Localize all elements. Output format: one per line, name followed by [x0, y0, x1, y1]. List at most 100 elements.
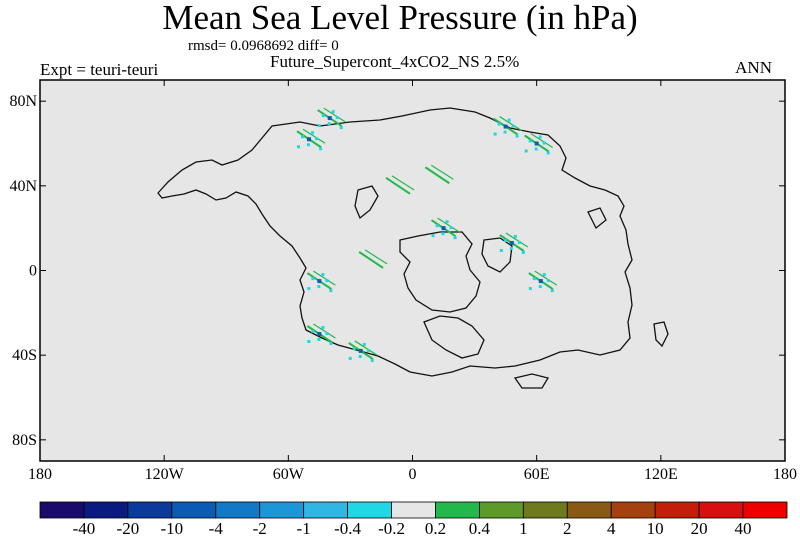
contour-negative-core [509, 240, 514, 245]
difference-feature [424, 164, 454, 185]
contour-negative [449, 226, 453, 230]
contour-negative [509, 246, 513, 250]
difference-feature [493, 116, 522, 138]
contour-negative-core [538, 279, 543, 284]
contour-negative [431, 234, 435, 238]
contour-negative-core [358, 348, 363, 353]
contour-negative [441, 232, 445, 236]
contour-negative [331, 110, 335, 114]
contour-negative [521, 250, 525, 254]
contour-positive [364, 249, 388, 265]
contour-negative [311, 330, 315, 333]
contour-negative [317, 124, 321, 128]
y-axis-ticks: 80N 40N 0 40S 80S [9, 93, 785, 449]
colorbar-swatch [215, 501, 261, 519]
rmsd-stats: rmsd= 0.0968692 diff= 0 [188, 38, 339, 54]
contour-positive [354, 340, 378, 356]
contour-negative [517, 240, 521, 244]
contour-negative-core [307, 137, 312, 142]
difference-feature [499, 232, 529, 254]
colorbar-swatch [698, 501, 744, 519]
contour-negative [528, 139, 532, 143]
contour-negative [497, 122, 501, 126]
x-axis-ticks: 180 120W 60W 0 60E 120E 180 [28, 80, 797, 483]
contour-positive [313, 323, 336, 339]
chart-title: Mean Sea Level Pressure (in hPa) [162, 0, 638, 37]
contour-negative [317, 338, 321, 341]
contour-negative [538, 135, 542, 139]
supercontinent-coastline [157, 107, 669, 389]
difference-feature [348, 340, 378, 362]
colorbar-label: 0.4 [469, 519, 491, 536]
y-tick-label: 80S [12, 432, 37, 449]
contour-negative [546, 279, 550, 283]
x-tick-label: 120E [644, 466, 678, 483]
colorbar-swatch [259, 501, 305, 519]
contour-positive [424, 166, 450, 185]
contour-positive [437, 217, 460, 233]
colorbar-label: -1 [297, 519, 311, 536]
colorbar-swatch [127, 501, 173, 519]
contour-negative-core [534, 141, 539, 146]
contour-negative [315, 137, 319, 141]
contour-negative [550, 289, 554, 293]
contour-positive [431, 164, 454, 180]
contour-negative [307, 143, 311, 147]
contour-positive [530, 132, 553, 149]
y-tick-label: 40N [9, 178, 37, 195]
colorbar-label: 4 [607, 519, 616, 536]
contour-negative [513, 234, 517, 238]
contour-negative [348, 356, 352, 360]
season-label: ANN [735, 58, 772, 77]
contour-negative [515, 134, 519, 138]
colorbar-swatch [479, 501, 524, 519]
contour-negative [453, 236, 457, 240]
colorbar-swatch [83, 501, 129, 519]
colorbar-swatch [435, 501, 480, 519]
contour-negative [511, 124, 515, 128]
colorbar-label: 1 [519, 519, 528, 536]
colorbar-label: 10 [647, 519, 664, 536]
contour-negative [307, 287, 311, 291]
x-tick-label: 60W [273, 466, 305, 483]
contour-negative [507, 118, 511, 122]
x-tick-label: 0 [409, 466, 417, 483]
experiment-subtitle: Future_Supercont_4xCO2_NS 2.5% [270, 52, 520, 71]
contour-negative [524, 149, 528, 153]
contour-negative [319, 147, 323, 151]
contour-negative [311, 131, 315, 135]
colorbar-label: -4 [209, 519, 224, 536]
contour-negative [542, 141, 546, 145]
contour-negative [534, 147, 538, 151]
colorbar-label: 0.2 [425, 519, 446, 536]
colorbar-label: -20 [117, 519, 140, 536]
contour-positive [385, 177, 411, 195]
contour-negative [352, 346, 356, 350]
colorbar-swatch [610, 501, 656, 519]
colorbar-label: -10 [160, 519, 183, 536]
contour-negative [335, 116, 339, 120]
contour-negative [317, 285, 321, 289]
difference-feature [317, 107, 347, 130]
contour-negative [321, 273, 325, 277]
contour-negative [311, 277, 315, 281]
contour-negative [503, 238, 507, 242]
contour-negative [325, 332, 329, 335]
colorbar-swatch [39, 501, 85, 519]
contour-negative [362, 342, 366, 346]
contour-negative [493, 132, 497, 136]
colorbar-swatch [391, 501, 436, 519]
contour-negative [499, 248, 503, 252]
contour-negative [370, 358, 374, 362]
contour-negative-core [317, 279, 322, 284]
contour-positive [534, 270, 558, 286]
contour-negative [329, 342, 333, 345]
y-tick-label: 0 [29, 263, 37, 280]
experiment-label: Expt = teuri-teuri [40, 60, 159, 79]
contour-negative [503, 130, 507, 134]
x-tick-label: 120W [145, 466, 185, 483]
contour-positive [499, 116, 522, 132]
contour-negative [366, 348, 370, 352]
difference-feature [358, 249, 388, 269]
